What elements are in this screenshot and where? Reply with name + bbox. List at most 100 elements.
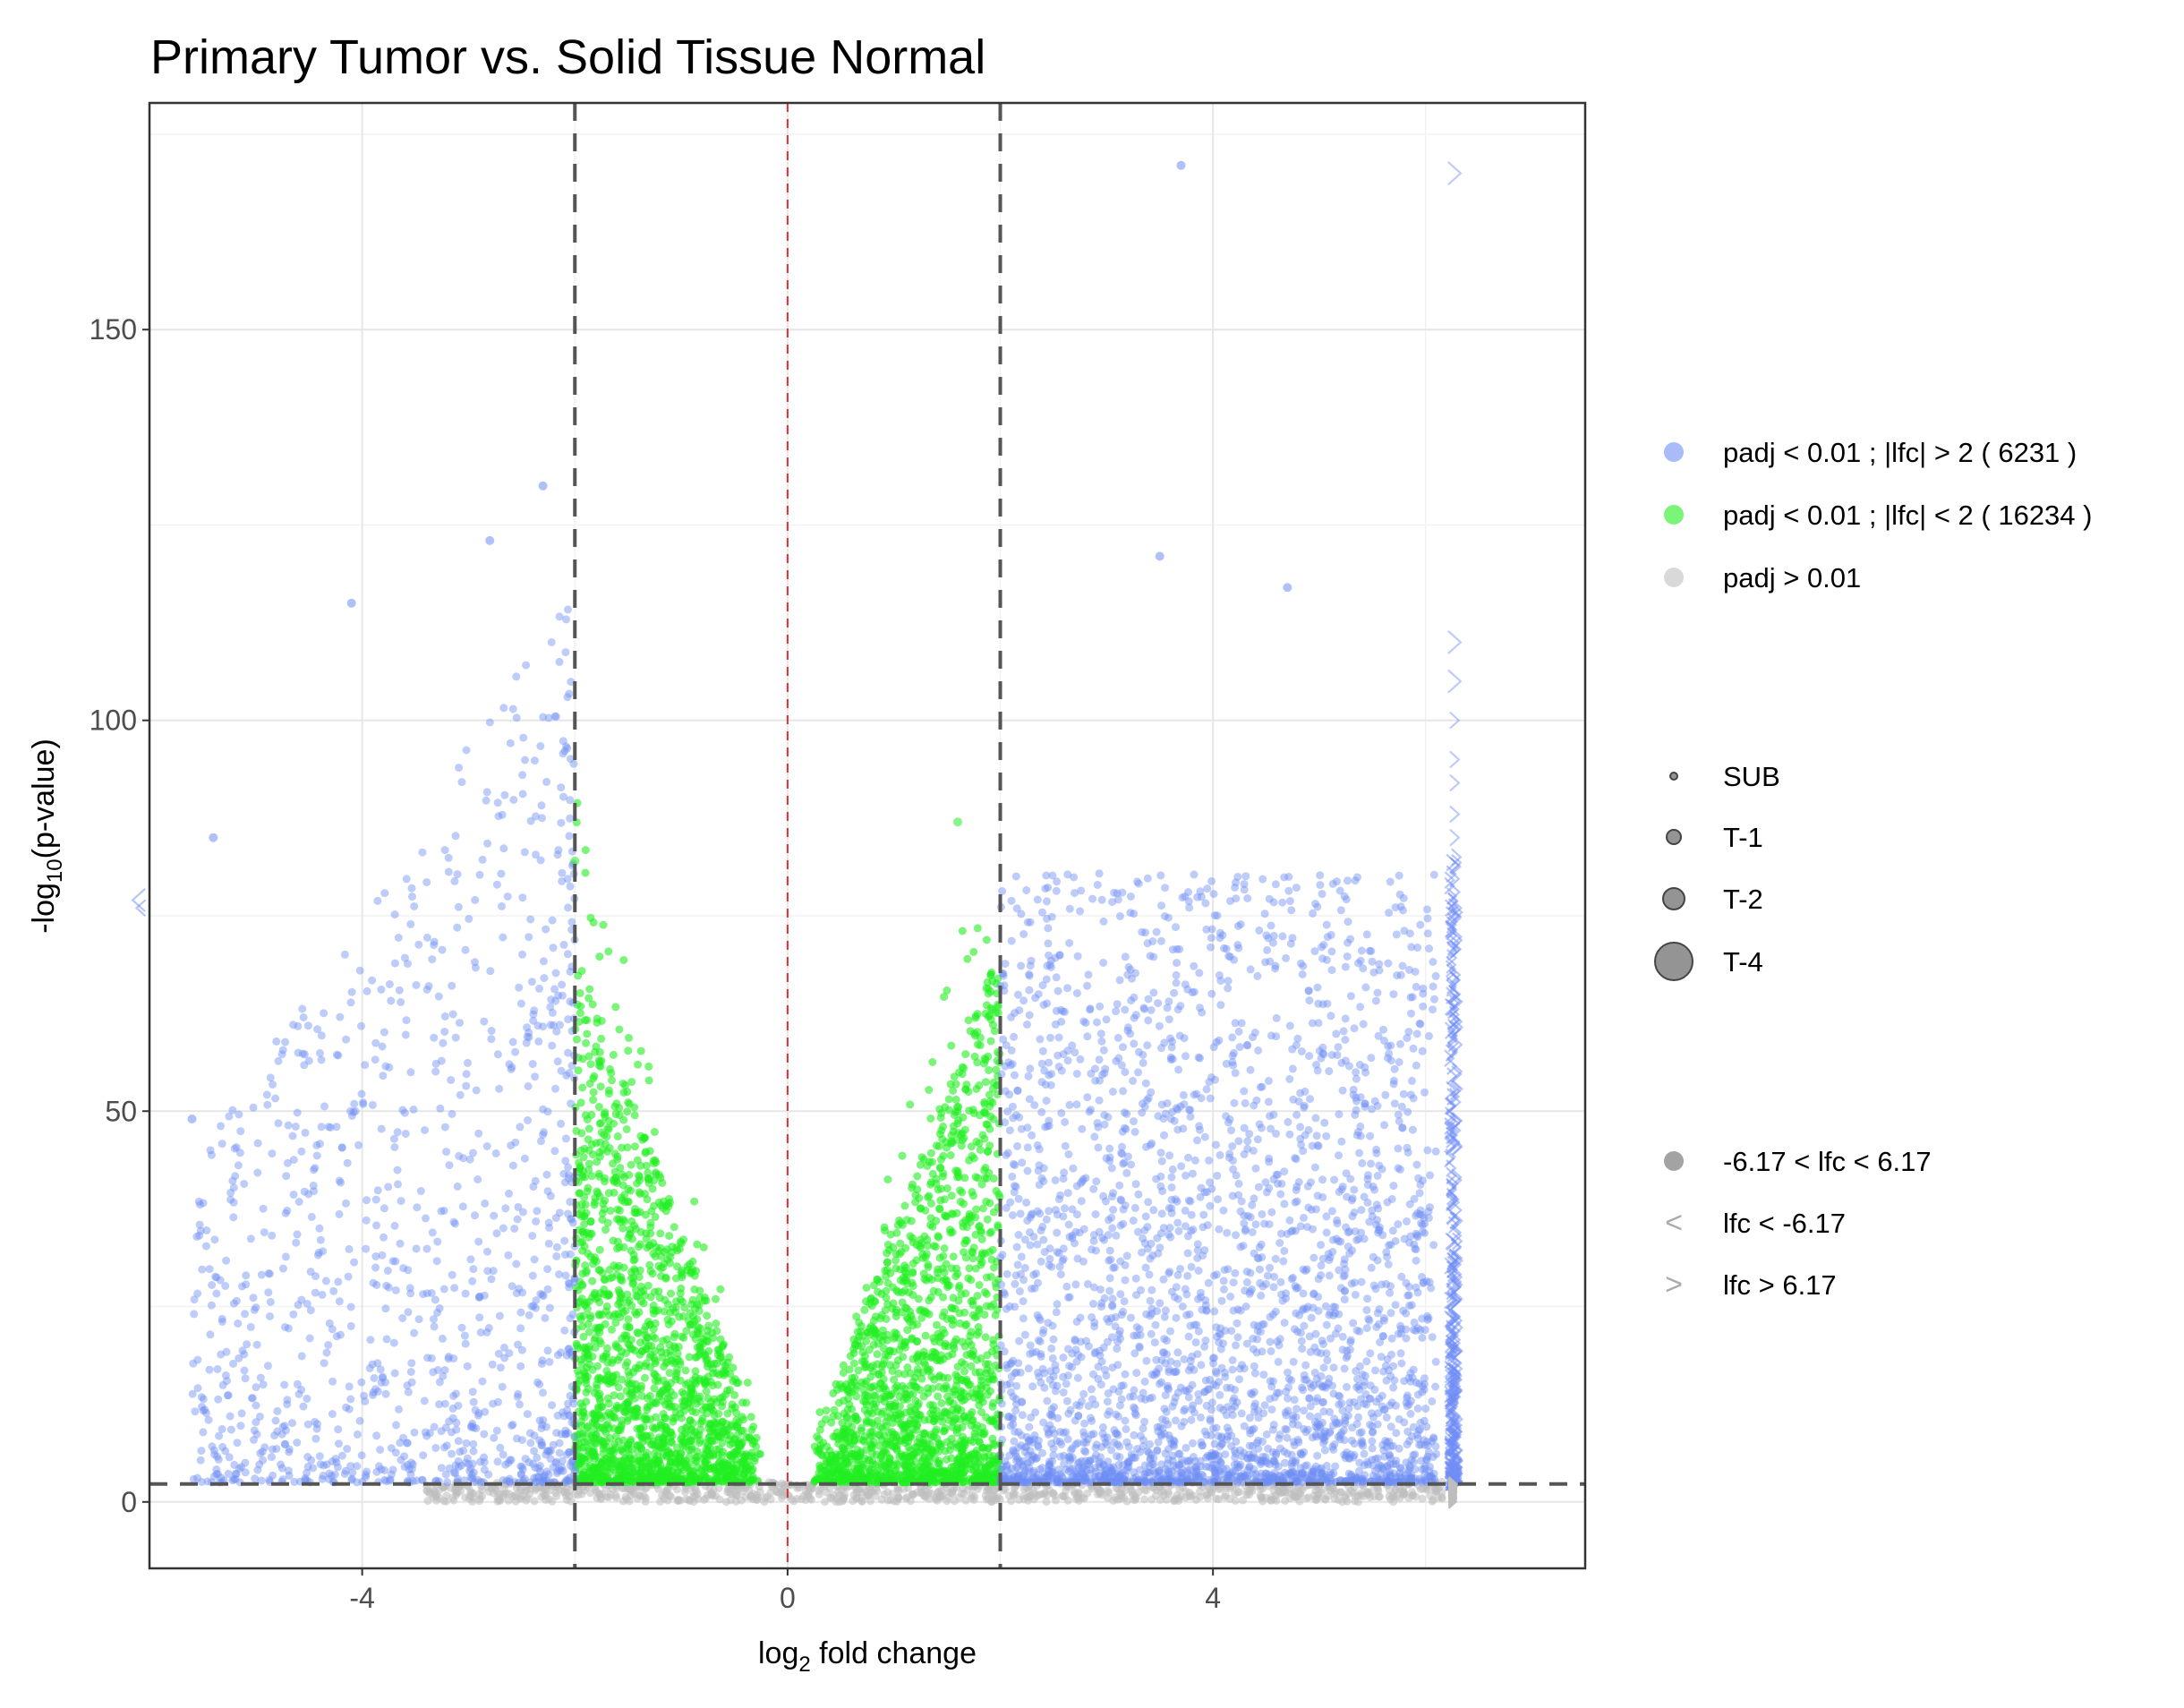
point-significant-high-lfc [552,1429,560,1437]
point-significant-low-lfc [977,1389,985,1397]
point-significant-low-lfc [875,1431,883,1439]
point-significant-high-lfc [380,889,388,897]
point-significant-low-lfc [709,1407,717,1415]
point-significant-low-lfc [619,956,627,964]
point-significant-low-lfc [640,1327,648,1335]
point-significant-high-lfc [410,1106,418,1114]
point-significant-low-lfc [912,1383,920,1391]
point-not-significant [612,1491,620,1499]
point-significant-low-lfc [716,1285,724,1294]
point-significant-low-lfc [968,1188,976,1196]
point-significant-low-lfc [939,1152,947,1160]
point-significant-low-lfc [591,1289,599,1297]
point-significant-low-lfc [646,1147,654,1155]
point-significant-low-lfc [983,1174,991,1183]
point-significant-high-lfc [566,1198,574,1206]
point-significant-high-lfc [538,801,546,809]
point-significant-high-lfc [419,1451,427,1459]
point-significant-high-lfc [436,1105,444,1113]
point-not-significant [1176,1485,1184,1493]
point-significant-high-lfc [514,1393,522,1401]
point-significant-low-lfc [982,1333,990,1341]
point-significant-high-lfc [422,878,431,886]
point-significant-low-lfc [981,1311,989,1319]
point-not-significant [726,1488,734,1496]
point-significant-high-lfc [333,1051,341,1059]
point-significant-high-lfc [394,1166,402,1174]
point-significant-low-lfc [834,1439,842,1448]
point-significant-low-lfc [848,1423,856,1431]
point-significant-low-lfc [905,1443,913,1451]
point-significant-low-lfc [591,1439,599,1447]
point-significant-low-lfc [984,1391,992,1399]
point-significant-low-lfc [636,1425,644,1433]
point-significant-high-lfc [391,910,399,918]
point-significant-low-lfc [630,1265,638,1273]
point-significant-high-lfc [250,1294,258,1302]
point-significant-high-lfc [441,1123,449,1132]
point-significant-low-lfc [624,1046,632,1055]
point-significant-high-lfc [495,1085,503,1093]
point-significant-low-lfc [852,1393,860,1401]
point-significant-high-lfc [465,915,473,923]
point-significant-low-lfc [963,1236,971,1244]
point-significant-low-lfc [577,1129,585,1137]
point-significant-low-lfc [610,1189,619,1197]
point-significant-low-lfc [851,1342,859,1350]
point-significant-low-lfc [597,1035,605,1043]
point-significant-low-lfc [714,1381,722,1389]
point-significant-low-lfc [635,1412,643,1420]
point-significant-high-lfc [448,1271,456,1279]
point-not-significant [700,1496,708,1504]
point-significant-low-lfc [596,1423,604,1431]
point-significant-low-lfc [645,1076,653,1084]
point-significant-low-lfc [934,1392,942,1400]
point-significant-low-lfc [936,1357,944,1365]
point-significant-high-lfc [334,1463,342,1471]
point-significant-low-lfc [874,1288,882,1296]
point-significant-low-lfc [953,1456,961,1464]
point-significant-low-lfc [934,1288,943,1296]
point-significant-high-lfc [525,1082,533,1090]
point-significant-high-lfc [306,1335,314,1343]
point-significant-high-lfc [300,1013,308,1021]
point-significant-high-lfc [371,1252,380,1260]
point-significant-low-lfc [728,1421,736,1429]
point-significant-high-lfc [482,797,491,805]
point-significant-high-lfc [433,1257,441,1265]
point-significant-high-lfc [512,672,520,680]
point-not-significant [1036,1490,1044,1499]
point-significant-low-lfc [597,1082,605,1090]
point-significant-low-lfc [682,1327,690,1335]
point-significant-low-lfc [614,1132,622,1140]
point-significant-high-lfc [565,832,573,840]
point-significant-low-lfc [892,1286,900,1294]
point-not-significant [1374,1485,1382,1493]
point-not-significant [1222,1491,1230,1499]
point-significant-low-lfc [606,1065,614,1073]
point-significant-low-lfc [819,1439,827,1447]
point-significant-low-lfc [664,1316,672,1324]
point-significant-low-lfc [974,1174,982,1183]
point-significant-high-lfc [272,1038,280,1046]
point-significant-low-lfc [671,1358,679,1366]
point-significant-high-lfc [513,713,521,722]
point-not-significant [938,1487,946,1495]
point-significant-low-lfc [883,1249,891,1257]
point-significant-low-lfc [916,1439,924,1448]
point-not-significant [761,1494,769,1502]
point-significant-low-lfc [920,1155,928,1163]
point-significant-high-lfc [542,778,550,786]
point-significant-high-lfc [346,1382,354,1390]
point-significant-low-lfc [589,1074,597,1082]
point-significant-low-lfc [983,1366,991,1374]
point-significant-low-lfc [580,1333,588,1341]
point-not-significant [1147,1496,1156,1504]
point-significant-low-lfc [937,1185,945,1193]
point-significant-low-lfc [634,1448,642,1456]
point-significant-low-lfc [701,1472,709,1480]
point-not-significant [516,1495,525,1503]
point-significant-high-lfc [253,1169,261,1177]
point-significant-high-lfc [342,1036,350,1044]
point-significant-low-lfc [874,1350,882,1358]
